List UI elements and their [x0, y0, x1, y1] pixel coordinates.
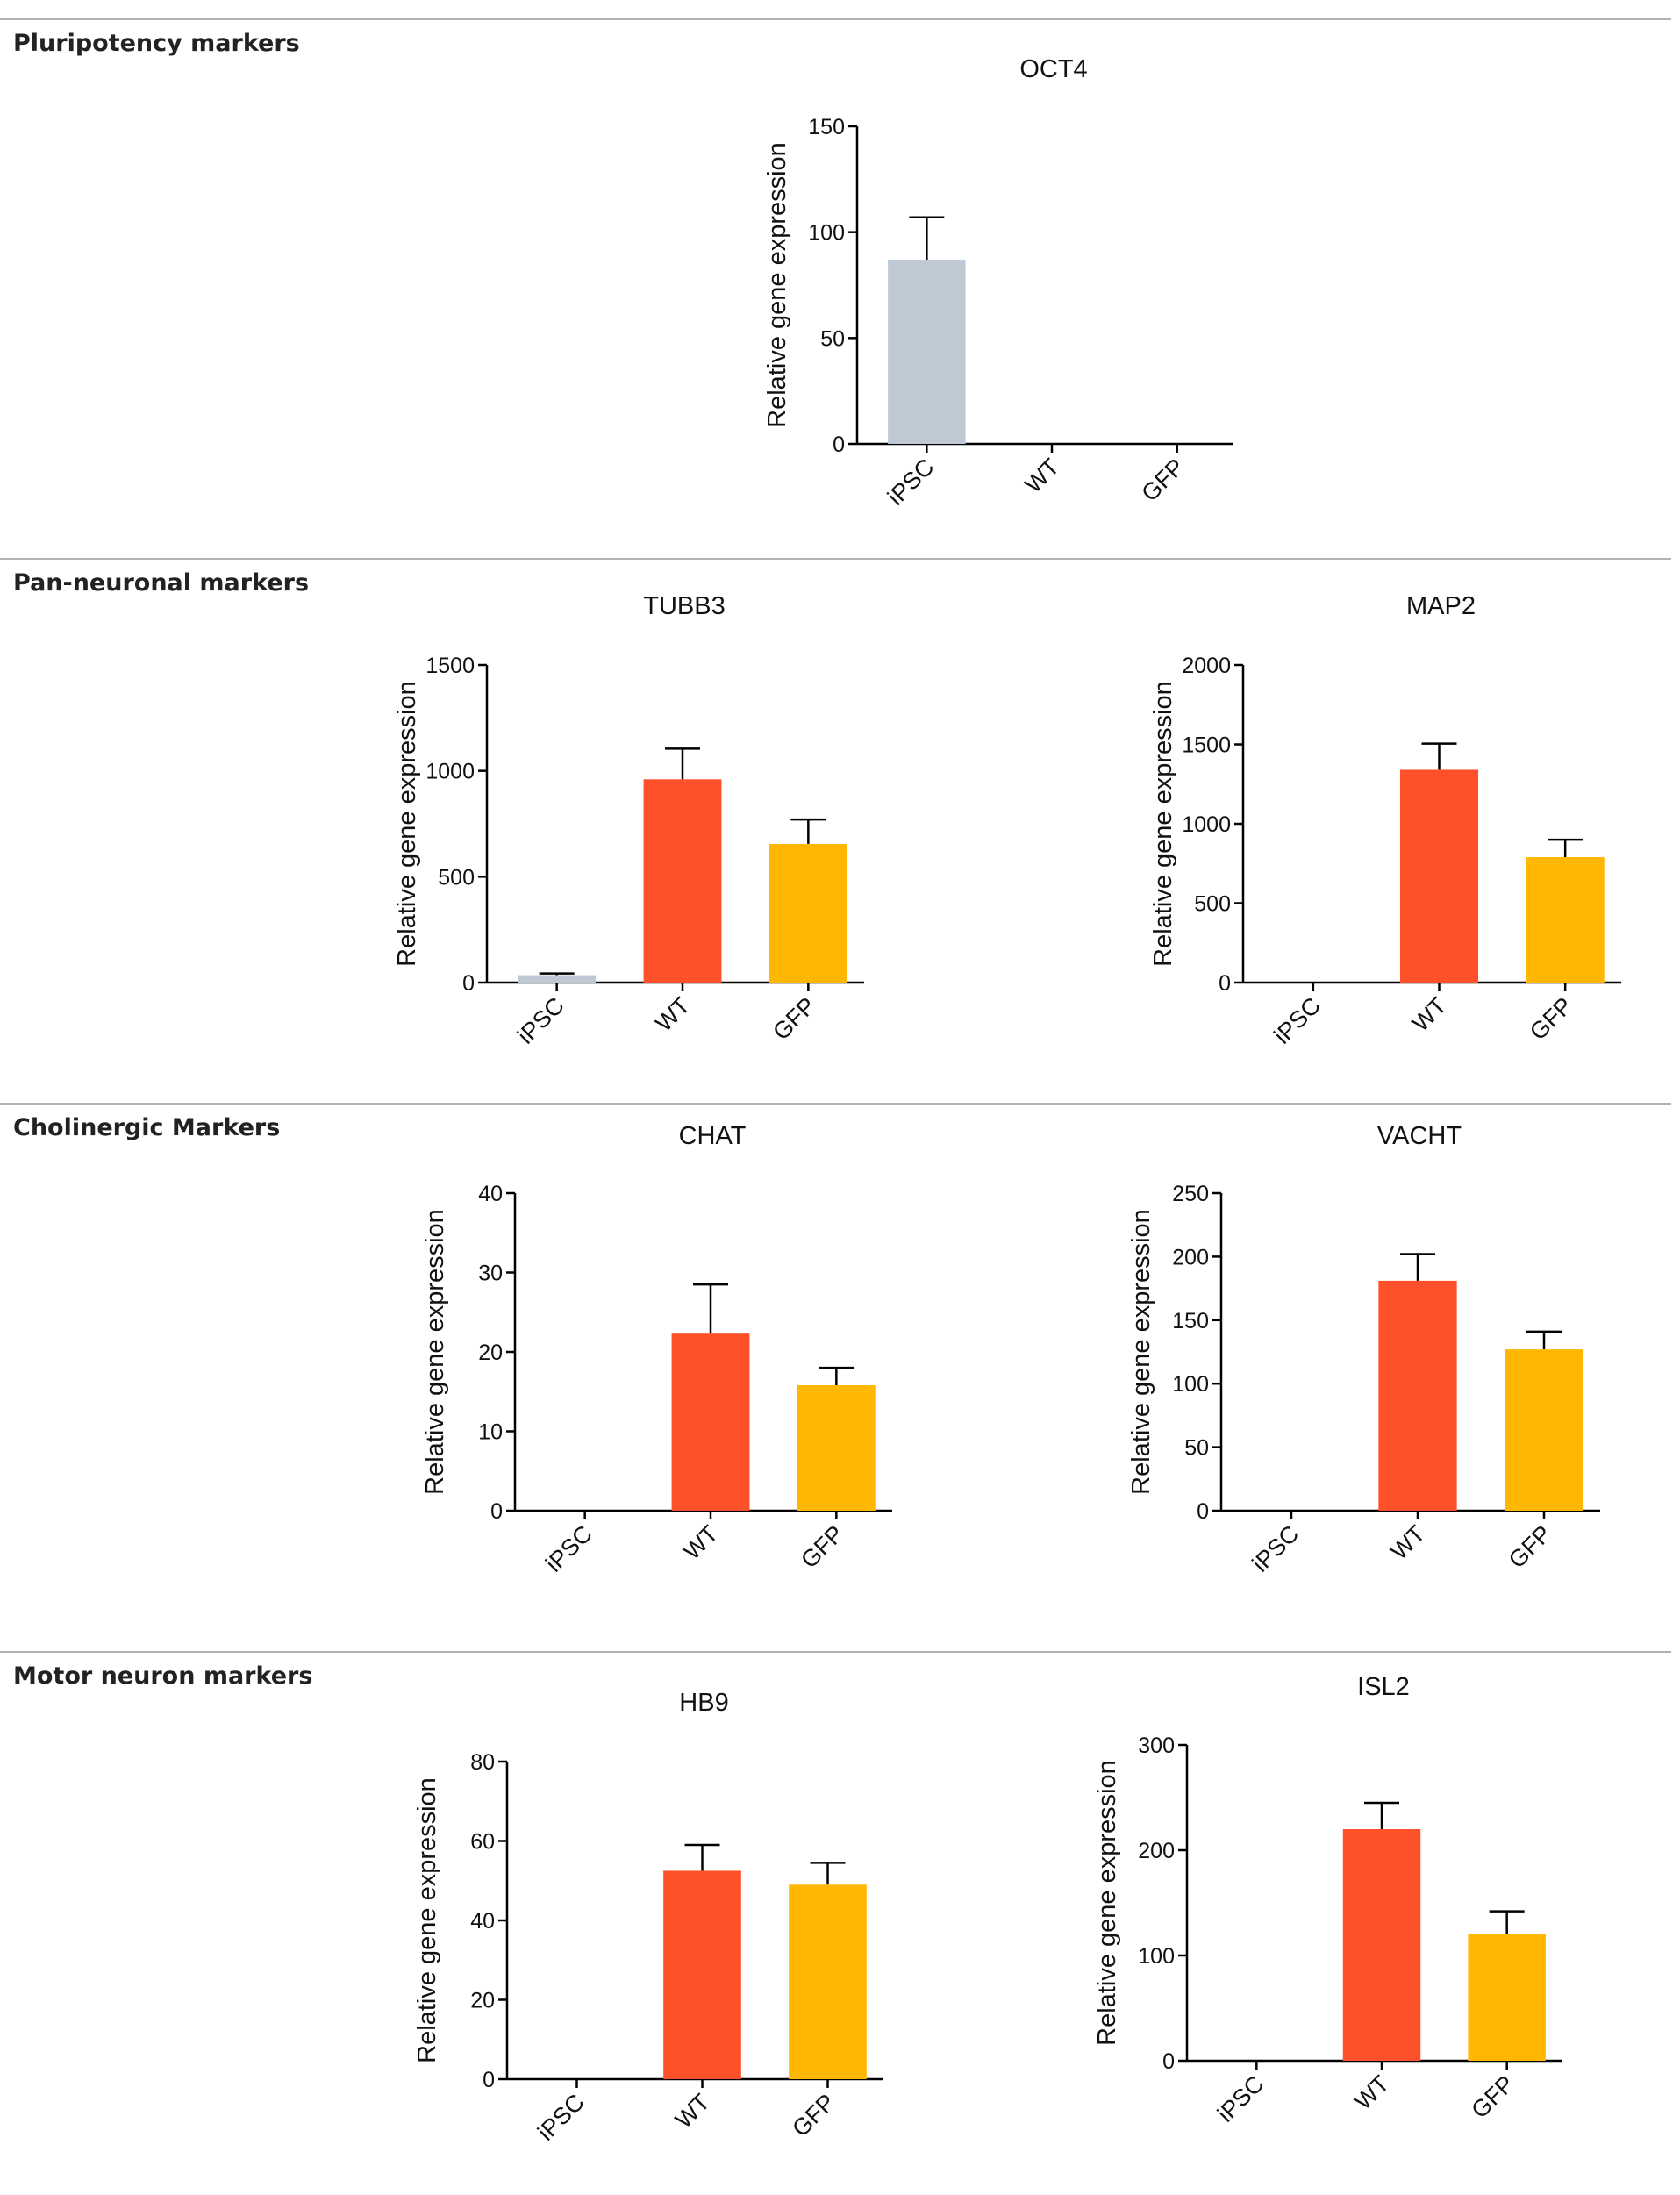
- y-tick-label: 1000: [425, 760, 475, 784]
- bar: [789, 1884, 867, 2079]
- x-tick-label: iPSC: [1269, 992, 1326, 1049]
- x-tick-label: WT: [1349, 2070, 1394, 2115]
- x-tick-label: WT: [670, 2089, 715, 2134]
- y-tick-label: 50: [820, 326, 845, 351]
- x-tick-label: GFP: [1466, 2070, 1519, 2123]
- x-tick-label: GFP: [1504, 1520, 1556, 1573]
- x-tick-label: iPSC: [1212, 2070, 1269, 2127]
- x-tick-label: GFP: [1525, 992, 1577, 1045]
- y-tick-label: 100: [1138, 1944, 1175, 1969]
- y-tick-label: 100: [1172, 1372, 1209, 1397]
- bar: [1468, 1934, 1546, 2061]
- section-title: Pan-neuronal markers: [13, 569, 309, 597]
- bar: [1378, 1280, 1457, 1511]
- y-tick-label: 500: [438, 865, 475, 890]
- y-tick-label: 40: [470, 1909, 495, 1934]
- bar: [663, 1870, 741, 2079]
- y-tick-label: 0: [1197, 1499, 1209, 1524]
- x-tick-label: GFP: [787, 2089, 840, 2141]
- chart-title: OCT4: [1019, 55, 1087, 83]
- bar: [888, 260, 966, 444]
- y-tick-label: 0: [833, 433, 845, 457]
- chart-title: VACHT: [1377, 1122, 1462, 1150]
- chart-title: HB9: [679, 1689, 728, 1717]
- x-tick-label: iPSC: [1247, 1520, 1305, 1577]
- y-tick-label: 10: [478, 1420, 503, 1445]
- x-tick-label: WT: [678, 1520, 723, 1565]
- y-tick-label: 500: [1194, 892, 1231, 917]
- x-tick-label: GFP: [768, 992, 820, 1045]
- bar: [1399, 769, 1479, 983]
- bar: [797, 1385, 876, 1511]
- bar: [1505, 1349, 1583, 1511]
- bar: [769, 843, 847, 983]
- y-tick-label: 0: [462, 971, 475, 996]
- y-tick-label: 1500: [1182, 733, 1231, 758]
- bar: [1526, 857, 1605, 983]
- y-tick-label: 50: [1184, 1436, 1209, 1461]
- bar: [1342, 1829, 1421, 2061]
- x-tick-label: WT: [1407, 992, 1452, 1037]
- bar: [643, 779, 722, 983]
- y-tick-label: 100: [808, 221, 845, 246]
- x-tick-label: WT: [1019, 454, 1064, 498]
- y-axis-label: Relative gene expression: [1127, 1209, 1155, 1495]
- bar: [518, 975, 597, 983]
- x-tick-label: WT: [650, 992, 695, 1037]
- section-title: Pluripotency markers: [13, 30, 300, 57]
- section-title: Motor neuron markers: [13, 1662, 312, 1690]
- x-tick-label: WT: [1385, 1520, 1430, 1565]
- y-tick-label: 40: [478, 1182, 503, 1206]
- y-axis-label: Relative gene expression: [1149, 681, 1177, 967]
- x-tick-label: iPSC: [533, 2089, 590, 2146]
- y-tick-label: 300: [1138, 1734, 1175, 1758]
- chart-title: MAP2: [1406, 592, 1476, 620]
- y-tick-label: 0: [1162, 2049, 1175, 2074]
- x-tick-label: iPSC: [883, 454, 940, 511]
- chart-title: ISL2: [1357, 1673, 1410, 1701]
- y-tick-label: 0: [1219, 971, 1231, 996]
- chart-title: TUBB3: [643, 592, 725, 620]
- y-axis-label: Relative gene expression: [413, 1777, 441, 2063]
- section-title: Cholinergic Markers: [13, 1114, 280, 1141]
- y-tick-label: 30: [478, 1262, 503, 1286]
- y-tick-label: 0: [483, 2068, 495, 2092]
- y-tick-label: 60: [470, 1830, 495, 1855]
- y-tick-label: 1000: [1182, 812, 1231, 837]
- x-tick-label: GFP: [1136, 454, 1189, 506]
- x-tick-label: GFP: [796, 1520, 848, 1573]
- x-tick-label: iPSC: [512, 992, 569, 1049]
- y-tick-label: 20: [478, 1341, 503, 1365]
- bar: [671, 1333, 750, 1511]
- y-tick-label: 200: [1138, 1839, 1175, 1863]
- y-axis-label: Relative gene expression: [763, 142, 791, 428]
- x-tick-label: iPSC: [540, 1520, 597, 1577]
- y-axis-label: Relative gene expression: [1093, 1760, 1121, 2046]
- y-tick-label: 0: [490, 1499, 503, 1524]
- y-tick-label: 2000: [1182, 654, 1231, 678]
- y-tick-label: 1500: [425, 654, 475, 678]
- chart-title: CHAT: [679, 1122, 747, 1150]
- y-axis-label: Relative gene expression: [393, 681, 421, 967]
- y-tick-label: 250: [1172, 1182, 1209, 1206]
- y-tick-label: 150: [808, 115, 845, 139]
- y-tick-label: 200: [1172, 1245, 1209, 1269]
- y-tick-label: 20: [470, 1989, 495, 2013]
- y-tick-label: 150: [1172, 1309, 1209, 1333]
- y-axis-label: Relative gene expression: [421, 1209, 449, 1495]
- y-tick-label: 80: [470, 1750, 495, 1775]
